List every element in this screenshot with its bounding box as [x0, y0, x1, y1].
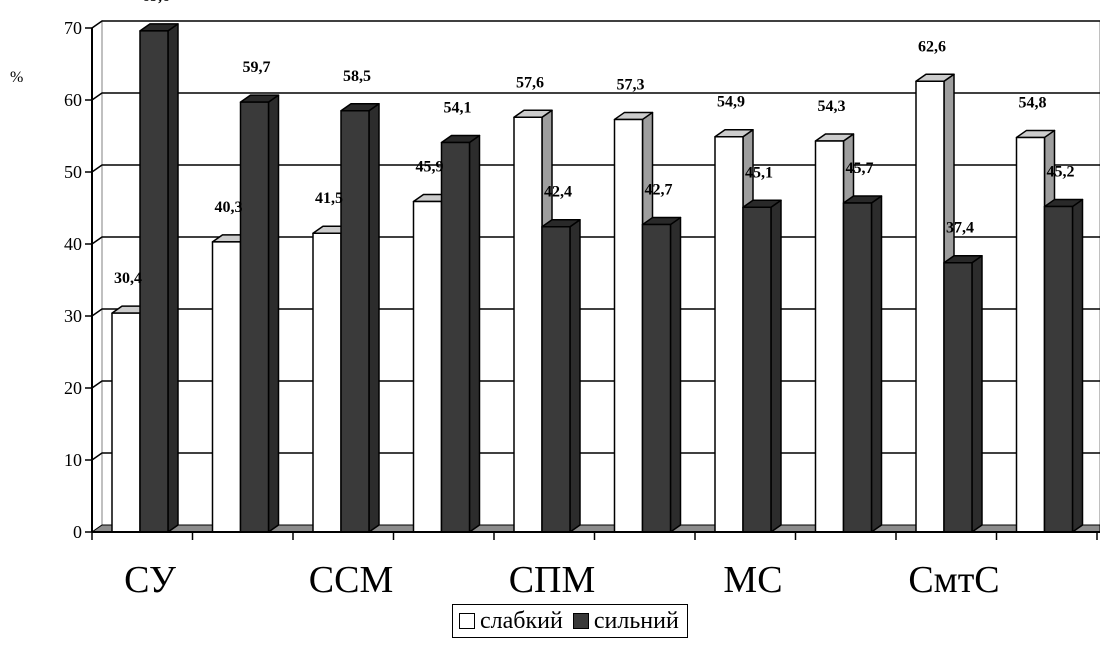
- value-label-weak-5: 57,3: [617, 76, 645, 93]
- value-labels: 30,4 69,6 40,3 59,7 41,5 58,5 45,9 54,1 57,6 42,4…: [114, 0, 1075, 287]
- bar-front: [440, 141, 471, 533]
- bar-front: [814, 140, 845, 533]
- value-label-weak-6: 54,9: [717, 94, 745, 111]
- x-tick-label-0: СУ: [124, 559, 176, 600]
- y-tick-label-1: 10: [64, 450, 82, 470]
- value-label-weak-4: 57,6: [516, 74, 544, 91]
- y-axis-label: %: [10, 69, 23, 86]
- bar-front: [312, 232, 342, 533]
- x-tick-label-2: ССМ: [309, 559, 393, 600]
- bar-strong-0: [139, 23, 179, 533]
- x-tick-label-6: МС: [723, 559, 782, 600]
- bar-strong-7: [842, 195, 883, 533]
- bar-strong-2: [340, 103, 380, 533]
- legend: слабкий сильний: [452, 604, 688, 638]
- value-label-strong-7: 45,7: [846, 160, 874, 177]
- bar-front: [541, 225, 571, 533]
- value-label-strong-8: 37,4: [946, 220, 974, 237]
- legend-item-weak: слабкий: [459, 608, 563, 635]
- legend-label-strong: сильний: [593, 607, 679, 634]
- bars: [111, 23, 1084, 533]
- bar-front: [714, 135, 744, 533]
- bar-side: [569, 218, 581, 533]
- value-label-weak-9: 54,8: [1019, 94, 1047, 111]
- value-label-strong-9: 45,2: [1047, 164, 1075, 181]
- bar-front: [111, 312, 141, 533]
- gridline-5: [91, 164, 1100, 173]
- bar-front: [1043, 205, 1074, 533]
- bar-front: [1015, 136, 1046, 533]
- x-tick-label-4: СПМ: [509, 559, 596, 600]
- legend-label-weak: слабкий: [480, 607, 563, 634]
- bar-front: [211, 241, 242, 533]
- bar-side: [468, 134, 481, 533]
- bar-front: [613, 118, 644, 533]
- bar-strong-8: [943, 254, 983, 533]
- value-label-weak-7: 54,3: [818, 98, 846, 115]
- y-tick-label-3: 30: [64, 306, 82, 326]
- bar-side: [971, 254, 983, 533]
- y-tick-label-6: 60: [64, 90, 82, 110]
- bar-side: [1071, 198, 1084, 533]
- bar-front: [742, 206, 772, 533]
- legend-swatch-strong: [572, 613, 589, 629]
- x-tick-label-8: СмтС: [908, 559, 999, 600]
- bar-strong-5: [641, 216, 682, 533]
- value-label-strong-5: 42,7: [645, 182, 673, 199]
- legend-item-strong: сильний: [572, 607, 679, 635]
- bar-front: [915, 80, 945, 533]
- bar-front: [513, 116, 543, 533]
- value-label-weak-2: 41,5: [315, 190, 343, 207]
- side-wall: [91, 20, 103, 533]
- y-tick-label-0: 0: [73, 522, 82, 542]
- value-label-strong-1: 59,7: [243, 59, 271, 76]
- value-label-weak-1: 40,3: [215, 199, 243, 216]
- bar-front: [139, 30, 169, 533]
- gridline-7: [91, 20, 1100, 29]
- bar-side: [368, 103, 380, 533]
- bar-side: [870, 195, 883, 533]
- bar-front: [943, 261, 973, 533]
- bar-chart: 0 10 20 30 40 50 60 70 СУ ССМ СПМ МС СмтС 30,4 69,6 40…: [10, 0, 1100, 600]
- bar-side: [669, 216, 682, 533]
- bar-front: [340, 110, 370, 533]
- bar-strong-4: [541, 218, 581, 533]
- value-label-weak-8: 62,6: [918, 38, 946, 55]
- bar-side: [167, 23, 179, 533]
- bar-strong-6: [742, 199, 782, 533]
- bar-side: [770, 199, 782, 533]
- value-label-strong-6: 45,1: [745, 164, 773, 181]
- value-label-weak-0: 30,4: [114, 270, 142, 287]
- bar-front: [641, 223, 672, 533]
- bar-front: [842, 202, 873, 533]
- bar-strong-9: [1043, 198, 1084, 533]
- bar-front: [239, 101, 270, 533]
- value-label-strong-3: 54,1: [444, 99, 472, 116]
- value-label-strong-4: 42,4: [544, 184, 572, 201]
- y-tick-label-5: 50: [64, 162, 82, 182]
- tick-labels: 0 10 20 30 40 50 60 70 СУ ССМ СПМ МС СмтС: [64, 18, 1000, 600]
- bar-strong-1: [239, 94, 280, 533]
- axes: [85, 27, 1100, 540]
- value-label-strong-2: 58,5: [343, 68, 371, 85]
- y-tick-label-2: 20: [64, 378, 82, 398]
- value-label-strong-0: 69,6: [142, 0, 170, 5]
- bar-front: [412, 200, 443, 533]
- legend-swatch-weak: [459, 613, 475, 629]
- bar-side: [267, 94, 280, 533]
- y-tick-label-7: 70: [64, 18, 82, 38]
- value-label-weak-3: 45,9: [416, 159, 444, 176]
- gridline-6: [91, 92, 1100, 101]
- bar-strong-3: [440, 134, 481, 533]
- y-tick-label-4: 40: [64, 234, 82, 254]
